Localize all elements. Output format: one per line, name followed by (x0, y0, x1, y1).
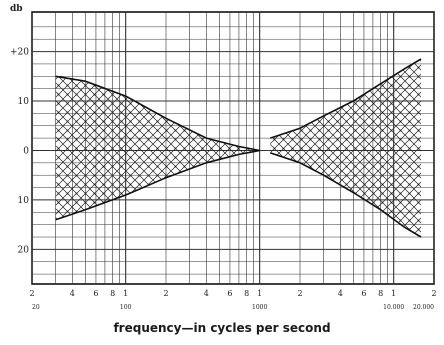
y-axis-unit: db (10, 4, 23, 14)
x-tick-label: 1 (123, 289, 128, 298)
y-tick-label: 10 (18, 196, 30, 206)
y-tick-label: +20 (10, 48, 29, 58)
x-tick-label: 1 (257, 289, 262, 298)
response-area-fill-2 (270, 59, 421, 237)
x-tick-label: 4 (70, 289, 75, 298)
upper-boundary-line-2 (270, 58, 422, 139)
x-tick-label: 2 (431, 289, 436, 298)
x-decade-label: 20.000 (413, 304, 434, 311)
x-tick-label: 2 (29, 289, 34, 298)
lower-boundary-line-1 (55, 149, 260, 221)
response-areas (55, 58, 422, 238)
x-tick-label: 8 (244, 289, 249, 298)
x-tick-label: 2 (297, 289, 302, 298)
x-tick-label: 6 (361, 289, 366, 298)
x-tick-label: 4 (204, 289, 209, 298)
x-axis-title: frequency—in cycles per second (113, 321, 331, 335)
x-tick-label: 4 (338, 289, 343, 298)
y-tick-label: 0 (23, 146, 29, 156)
response-area-fill-1 (55, 76, 260, 220)
y-tick-label: 20 (18, 245, 30, 255)
lower-boundary-line-2 (270, 152, 422, 238)
x-tick-label: 2 (163, 289, 168, 298)
x-decade-label: 100 (120, 304, 132, 311)
x-tick-label: 1 (391, 289, 396, 298)
x-tick-label: 8 (110, 289, 115, 298)
x-decade-label: 1000 (252, 304, 267, 311)
y-tick-label: 10 (18, 97, 30, 107)
x-decade-label: 20 (32, 304, 40, 311)
x-decade-label: 10.000 (383, 304, 404, 311)
x-tick-label: 6 (227, 289, 232, 298)
upper-boundary-line-1 (55, 75, 260, 152)
x-tick-label: 8 (378, 289, 383, 298)
x-tick-label: 6 (93, 289, 98, 298)
